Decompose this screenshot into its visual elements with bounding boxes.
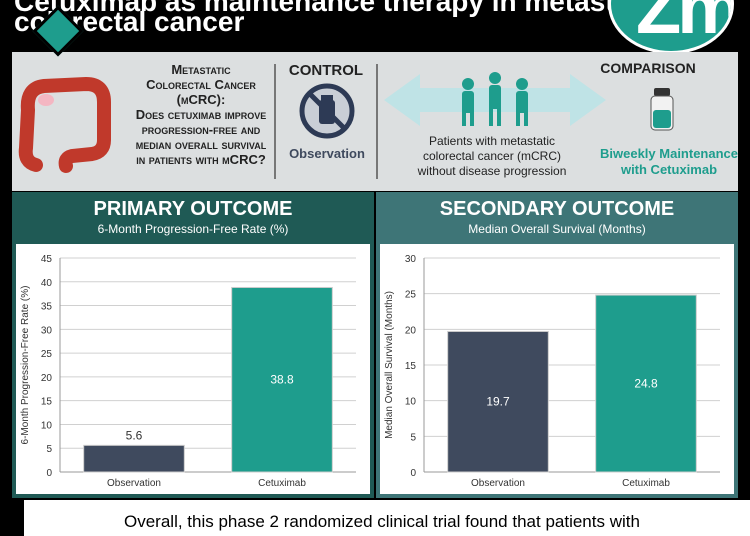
secondary-outcome-panel: SECONDARY OUTCOME Median Overall Surviva… — [376, 192, 738, 498]
bar-cetuximab — [231, 286, 333, 473]
y-tick-label: 45 — [41, 254, 53, 265]
y-tick-label: 30 — [405, 254, 417, 265]
y-tick-label: 10 — [405, 397, 417, 408]
panel-divider — [376, 64, 378, 179]
y-tick-label: 5 — [410, 432, 416, 443]
question-line: Does cetuximab improve — [135, 107, 267, 122]
bar-observation — [83, 444, 185, 473]
question-line: Metastatic — [171, 62, 231, 77]
comparison-arm-label: Biweekly Maintenance with Cetuximab — [594, 146, 744, 178]
x-tick-label: Observation — [107, 478, 161, 489]
y-tick-label: 15 — [41, 397, 53, 408]
primary-outcome-subtitle: 6-Month Progression-Free Rate (%) — [97, 222, 289, 236]
y-tick-label: 15 — [405, 361, 417, 372]
data-label: 19.7 — [486, 395, 510, 409]
page-title-line1: Cetuximab as maintenance therapy in meta… — [14, 0, 663, 17]
question-line: Colorectal Cancer — [146, 77, 256, 92]
bar-observation — [447, 330, 549, 473]
patients-arrow-icon — [384, 72, 606, 126]
control-label: CONTROL — [288, 62, 364, 79]
y-tick-label: 20 — [405, 325, 417, 336]
x-tick-label: Cetuximab — [258, 478, 306, 489]
drug-vial-icon — [650, 88, 674, 131]
no-drug-icon — [299, 83, 355, 139]
question-line: (mCRC): — [176, 92, 226, 107]
y-tick-label: 5 — [46, 444, 52, 455]
question-line: in patients with mCRC? — [136, 152, 266, 167]
primary-outcome-panel: PRIMARY OUTCOME 6-Month Progression-Free… — [12, 192, 374, 498]
y-axis-label: 6-Month Progression-Free Rate (%) — [20, 286, 31, 445]
logo-text: Zm — [636, 0, 734, 49]
y-tick-label: 30 — [41, 325, 53, 336]
data-label: 5.6 — [126, 428, 143, 442]
bar-cetuximab — [595, 294, 697, 473]
data-label: 38.8 — [270, 373, 294, 387]
question-line: median overall survival — [135, 137, 267, 152]
secondary-bar-chart: 0 5 10 15 20 25 30 19.7 Observation 24.8 Cetuximab… — [384, 254, 720, 489]
conclusion-box: Overall, this phase 2 randomized clinica… — [24, 500, 750, 536]
comparison-arm-line: Biweekly Maintenance — [600, 146, 738, 161]
comparison-label: COMPARISON — [600, 60, 696, 76]
y-tick-label: 20 — [41, 373, 53, 384]
patients-line: without disease progression — [417, 164, 567, 178]
y-tick-label: 40 — [41, 278, 53, 289]
patients-description: Patients with metastatic colorectal canc… — [402, 134, 582, 179]
primary-outcome-title: PRIMARY OUTCOME — [93, 198, 293, 220]
colon-icon — [18, 76, 111, 173]
x-tick-label: Cetuximab — [622, 478, 670, 489]
study-question: Metastatic Colorectal Cancer (mCRC): Doe… — [116, 62, 286, 167]
y-axis-label: Median Overall Survival (Months) — [384, 291, 395, 439]
control-arm-label: Observation — [289, 146, 365, 161]
study-design-panel: Metastatic Colorectal Cancer (mCRC): Doe… — [12, 52, 738, 191]
patients-line: colorectal cancer (mCRC) — [422, 149, 562, 163]
question-line: progression-free and — [141, 122, 261, 137]
y-tick-label: 10 — [41, 420, 53, 431]
y-tick-label: 0 — [46, 468, 52, 479]
conclusion-text: Overall, this phase 2 randomized clinica… — [124, 512, 640, 531]
primary-bar-chart: 0 5 10 15 20 25 30 35 40 45 5.6 Observation 38.8 Cetu… — [20, 254, 356, 489]
data-label: 24.8 — [634, 377, 658, 391]
primary-plot-area: 0 5 10 15 20 25 30 35 40 45 5.6 Observation 38.8 Cetu… — [16, 244, 370, 494]
secondary-outcome-subtitle: Median Overall Survival (Months) — [468, 222, 646, 236]
x-tick-label: Observation — [471, 478, 525, 489]
patients-line: Patients with metastatic — [428, 134, 556, 148]
y-tick-label: 25 — [405, 290, 417, 301]
secondary-outcome-title: SECONDARY OUTCOME — [439, 198, 675, 220]
y-tick-label: 35 — [41, 302, 53, 313]
y-tick-label: 25 — [41, 349, 53, 360]
panel-divider — [274, 64, 276, 179]
comparison-arm-line: with Cetuximab — [620, 162, 718, 177]
secondary-plot-area: 0 5 10 15 20 25 30 19.7 Observation 24.8 Cetuximab… — [380, 244, 734, 494]
y-tick-label: 0 — [410, 468, 416, 479]
